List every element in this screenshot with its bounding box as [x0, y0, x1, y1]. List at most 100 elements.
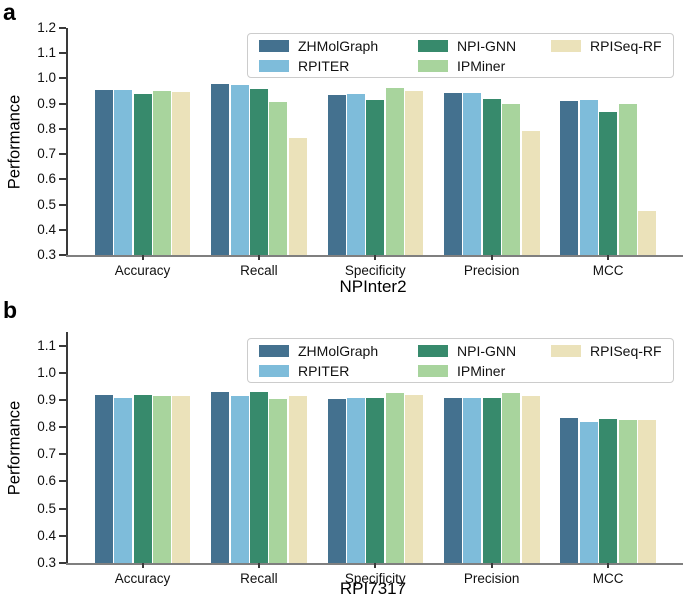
bar-ZHMolGraph-Accuracy — [94, 394, 113, 563]
legend-swatch-NPI-GNN — [418, 40, 448, 52]
y-tick-label: 0.5 — [37, 196, 56, 212]
y-tick-label: 0.8 — [37, 120, 56, 136]
legend-label-NPI-GNN: NPI-GNN — [457, 38, 517, 54]
panel-b-legend: ZHMolGraph RPITER NPI-GNN IPMiner RPISeq-RF — [247, 338, 674, 383]
x-tick-label: Specificity — [344, 571, 406, 586]
legend-label-RPITER: RPITER — [298, 363, 350, 379]
legend-swatch-ZHMolGraph — [259, 40, 289, 52]
legend-label-IPMiner: IPMiner — [457, 363, 506, 379]
bar-NPI-GNN-Recall — [249, 391, 268, 563]
y-tick-label: 1.0 — [37, 364, 56, 380]
y-tick-mark — [59, 228, 66, 231]
x-tick-label: Precision — [463, 263, 520, 278]
bar-RPITER-Recall — [230, 396, 249, 563]
y-tick-label: 0.9 — [37, 391, 56, 407]
legend-label-RPISeq-RF: RPISeq-RF — [590, 38, 662, 54]
bar-RPISeq-RF-MCC — [637, 420, 656, 563]
x-tick-mark — [141, 563, 144, 568]
panel-b-letter: b — [3, 297, 18, 323]
legend-swatch-IPMiner — [418, 365, 448, 377]
x-tick-label: Recall — [240, 571, 278, 586]
y-tick-label: 1.1 — [37, 337, 56, 353]
bar-ZHMolGraph-Accuracy — [94, 89, 113, 255]
bar-NPI-GNN-Specificity — [366, 100, 385, 255]
bar-IPMiner-Specificity — [385, 392, 404, 563]
bar-NPI-GNN-Accuracy — [133, 94, 152, 255]
y-tick-mark — [59, 534, 66, 537]
panel-a-letter: a — [3, 0, 16, 25]
legend-swatch-RPITER — [259, 365, 289, 377]
y-tick-mark — [59, 254, 66, 256]
y-tick-mark — [59, 398, 66, 401]
x-tick-mark — [141, 255, 144, 260]
bar-ZHMolGraph-MCC — [560, 418, 579, 563]
bar-ZHMolGraph-Recall — [211, 391, 230, 563]
bar-IPMiner-Recall — [269, 398, 288, 563]
y-tick-mark — [59, 371, 66, 374]
y-tick-label: 0.7 — [37, 446, 56, 462]
legend-swatch-RPISeq-RF — [551, 345, 581, 357]
bar-RPITER-Recall — [230, 85, 249, 255]
y-tick-label: 0.8 — [37, 419, 56, 435]
bar-NPI-GNN-MCC — [599, 418, 618, 563]
y-tick-label: 0.3 — [37, 555, 56, 570]
x-tick-label: Accuracy — [114, 571, 171, 586]
y-tick-label: 0.6 — [37, 473, 56, 489]
x-tick-mark — [257, 563, 260, 568]
y-tick-label: 0.6 — [37, 171, 56, 187]
bar-IPMiner-Accuracy — [152, 395, 171, 563]
bar-RPITER-Specificity — [346, 93, 365, 255]
x-tick-label: Precision — [463, 571, 520, 586]
bar-RPISeq-RF-MCC — [637, 210, 656, 255]
legend-swatch-RPITER — [259, 60, 289, 72]
y-axis-spine — [66, 332, 68, 563]
y-tick-mark — [59, 507, 66, 510]
bar-ZHMolGraph-Specificity — [327, 398, 346, 563]
panel-b-plot-area: 0.3 0.4 0.5 0.6 0.7 0.8 0.9 1.0 1.1 Accuracy Recal… — [37, 332, 683, 586]
bar-RPITER-Accuracy — [114, 397, 133, 563]
bar-NPI-GNN-Precision — [482, 397, 501, 563]
bar-NPI-GNN-Recall — [249, 89, 268, 255]
bar-RPITER-Specificity — [346, 397, 365, 563]
bar-IPMiner-Accuracy — [152, 90, 171, 255]
y-tick-mark — [59, 127, 66, 130]
y-tick-mark — [59, 562, 66, 564]
bar-ZHMolGraph-MCC — [560, 100, 579, 255]
bar-NPI-GNN-Accuracy — [133, 395, 152, 563]
y-tick-label: 0.3 — [37, 247, 56, 262]
bar-RPISeq-RF-Specificity — [405, 91, 424, 255]
panel-b-x-axis-label: RPI7317 — [339, 579, 407, 598]
bar-ZHMolGraph-Precision — [443, 93, 462, 255]
bar-IPMiner-Recall — [269, 101, 288, 255]
bar-RPITER-Precision — [463, 398, 482, 563]
legend-label-ZHMolGraph: ZHMolGraph — [298, 343, 379, 359]
y-tick-mark — [59, 27, 66, 29]
legend-swatch-RPISeq-RF — [551, 40, 581, 52]
legend-swatch-ZHMolGraph — [259, 345, 289, 357]
y-tick-mark — [59, 426, 66, 429]
y-tick-label: 1.2 — [37, 20, 56, 35]
bar-NPI-GNN-MCC — [599, 111, 618, 255]
x-tick-mark — [607, 255, 610, 260]
x-tick-label: Accuracy — [114, 263, 171, 278]
y-tick-mark — [59, 203, 66, 206]
y-tick-label: 0.7 — [37, 146, 56, 162]
legend-label-NPI-GNN: NPI-GNN — [457, 343, 517, 359]
legend-swatch-NPI-GNN — [418, 345, 448, 357]
bar-NPI-GNN-Specificity — [366, 397, 385, 563]
legend-label-IPMiner: IPMiner — [457, 58, 506, 74]
panel-a-legend: ZHMolGraph RPITER NPI-GNN IPMiner RPISeq-RF — [247, 33, 674, 78]
legend-label-RPITER: RPITER — [298, 58, 350, 74]
legend-swatch-IPMiner — [418, 60, 448, 72]
y-tick-mark — [59, 153, 66, 156]
y-tick-label: 0.9 — [37, 95, 56, 111]
panel-a-x-axis-label: NPInter2 — [339, 277, 407, 296]
x-tick-mark — [374, 255, 377, 260]
bar-RPITER-MCC — [579, 421, 598, 563]
y-tick-mark — [59, 480, 66, 483]
bar-IPMiner-Precision — [502, 104, 521, 255]
y-tick-mark — [59, 52, 66, 55]
bar-RPISeq-RF-Precision — [521, 395, 540, 563]
bar-ZHMolGraph-Recall — [211, 84, 230, 255]
